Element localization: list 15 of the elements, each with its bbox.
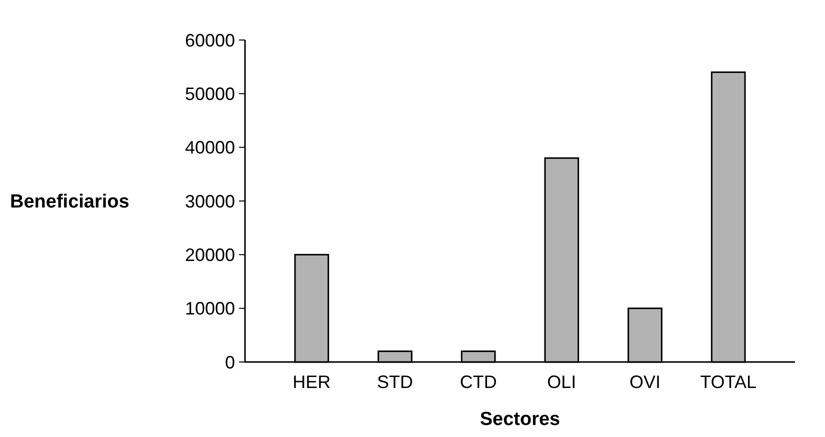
x-tick-label: HER [292, 372, 331, 392]
x-tick-label: CTD [460, 372, 497, 392]
y-axis-title: Beneficiarios [10, 192, 130, 213]
y-tick-label: 30000 [184, 191, 235, 212]
y-tick-label: 50000 [184, 84, 235, 104]
x-tick-label: OVI [629, 372, 661, 392]
x-axis-title: Sectores [480, 409, 560, 430]
y-tick-label: 40000 [184, 138, 235, 158]
x-tick-label: OLI [547, 372, 576, 392]
x-tick-label: TOTAL [700, 372, 757, 392]
y-tick-label: 60000 [184, 30, 235, 50]
y-tick-label: 0 [224, 352, 235, 372]
y-tick-label: 10000 [184, 298, 235, 319]
y-tick-label: 20000 [184, 244, 235, 265]
x-tick-label: STD [377, 372, 413, 392]
